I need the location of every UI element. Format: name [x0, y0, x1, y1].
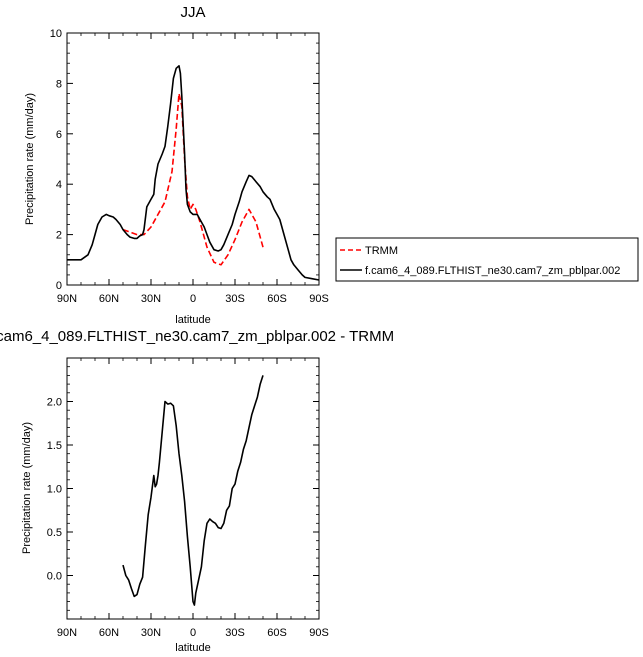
bottom-y-axis-label: Precipitation rate (mm/day): [21, 422, 33, 554]
bottom-y-tick-label: 2.0: [47, 397, 62, 409]
legend-box: [335, 237, 639, 282]
top-plot-frame: [66, 32, 320, 286]
top-x-tick-label: 0: [190, 293, 196, 305]
bottom-x-tick-label: 90N: [57, 627, 77, 639]
top-y-tick-label: 4: [56, 179, 62, 191]
bottom-x-tick-label: 30N: [141, 627, 161, 639]
bottom-x-tick-label: 0: [190, 627, 196, 639]
bottom-chart-title: .cam6_4_089.FLTHIST_ne30.cam7_zm_pblpar.…: [0, 328, 394, 345]
top-series-line-f-cam6-4-089-flthist-ne3: [67, 65, 320, 281]
bottom-y-tick-label: 1.0: [47, 484, 62, 496]
legend: TRMM f.cam6_4_089.FLTHIST_ne30.cam7_zm_p…: [335, 237, 639, 282]
top-x-tick-label: 60S: [267, 293, 287, 305]
bottom-chart-panel: .cam6_4_089.FLTHIST_ne30.cam7_zm_pblpar.…: [0, 328, 394, 654]
top-y-tick-label: 2: [56, 230, 62, 242]
top-y-tick-label: 8: [56, 78, 62, 90]
top-y-tick-label: 0: [56, 280, 62, 292]
bottom-plot-frame: [66, 357, 320, 620]
top-x-tick-label: 60N: [99, 293, 119, 305]
bottom-x-axis-label: latitude: [175, 642, 210, 654]
top-x-axis-label: latitude: [175, 314, 210, 326]
top-x-tick-label: 30N: [141, 293, 161, 305]
bottom-y-tick-label: 0.0: [47, 571, 62, 583]
bottom-x-tick-label: 60S: [267, 627, 287, 639]
bottom-y-tick-label: 1.5: [47, 440, 62, 452]
top-x-tick-label: 30S: [225, 293, 245, 305]
top-y-axis-label: Precipitation rate (mm/day): [24, 93, 36, 225]
top-y-tick-label: 10: [50, 28, 62, 40]
legend-trmm-label: TRMM: [365, 245, 398, 257]
bottom-y-tick-label: 0.5: [47, 527, 62, 539]
bottom-x-tick-label: 90S: [309, 627, 329, 639]
top-x-tick-label: 90S: [309, 293, 329, 305]
top-series-line-trmm: [122, 92, 264, 266]
bottom-series-line-0: [122, 375, 264, 606]
bottom-x-tick-label: 30S: [225, 627, 245, 639]
bottom-x-tick-label: 60N: [99, 627, 119, 639]
legend-model-label: f.cam6_4_089.FLTHIST_ne30.cam7_zm_pblpar…: [365, 265, 620, 277]
top-y-tick-label: 6: [56, 129, 62, 141]
top-x-tick-label: 90N: [57, 293, 77, 305]
top-chart-title: JJA: [180, 4, 205, 21]
